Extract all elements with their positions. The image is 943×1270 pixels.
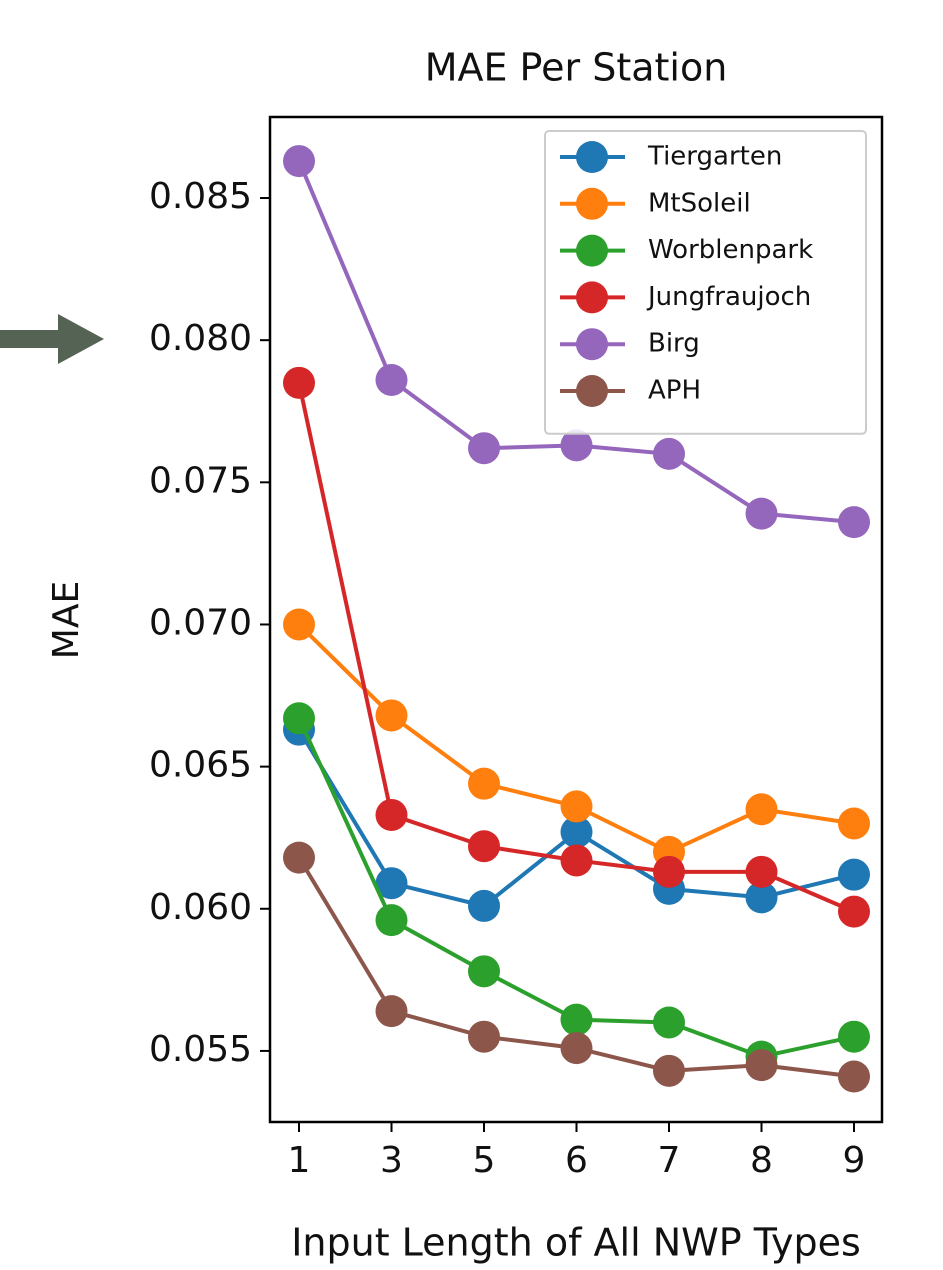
legend-label: Birg [648,329,700,359]
data-point [745,793,778,826]
data-point [745,1049,778,1082]
data-point [283,608,315,641]
y-tick-label: 0.085 [149,176,252,217]
data-point [838,807,870,840]
data-point [375,798,408,831]
legend-label: Worblenpark [648,235,813,265]
pointer-arrow [0,314,104,364]
data-point [560,790,593,823]
data-point [468,955,500,988]
legend-label: MtSoleil [648,188,751,218]
data-point [375,867,408,900]
legend-box [544,130,867,435]
data-point [653,1054,685,1087]
legend-marker [576,375,608,407]
data-point [468,1020,500,1053]
data-point [283,841,315,874]
y-tick-label: 0.070 [149,602,252,643]
data-point [560,844,593,877]
legend-label: APH [648,376,701,406]
x-tick-label: 8 [750,1140,773,1181]
data-point [375,363,408,396]
y-tick-label: 0.060 [149,887,252,928]
data-point [468,767,500,800]
x-tick-label: 9 [843,1140,866,1181]
data-point [283,145,315,178]
data-point [468,830,500,863]
data-point [838,858,870,891]
data-point [745,881,778,914]
data-point [745,855,778,888]
data-point [560,1032,593,1065]
legend-marker [576,281,608,314]
data-point [468,432,500,465]
data-point [838,506,870,539]
x-tick-label: 5 [473,1140,496,1181]
y-tick-label: 0.075 [149,460,252,501]
y-tick-label: 0.080 [149,318,252,359]
data-point [838,1060,870,1093]
data-point [468,889,500,922]
x-tick-label: 6 [565,1140,588,1181]
data-point [375,904,408,937]
y-axis-label: MAE [46,581,87,659]
data-point [283,366,315,399]
legend-marker [576,187,608,220]
chart-title: MAE Per Station [425,46,728,90]
data-point [745,497,778,530]
y-tick-label: 0.065 [149,745,252,786]
y-tick-label: 0.055 [149,1029,252,1070]
data-point [653,437,685,470]
legend-label: Jungfraujoch [646,282,811,312]
data-point [375,995,408,1028]
legend-marker [576,234,608,267]
data-point [653,1006,685,1039]
x-tick-label: 1 [288,1140,311,1181]
legend-label: Tiergarten [647,142,782,172]
data-point [838,1020,870,1053]
data-point [560,816,593,849]
data-point [653,855,685,888]
x-tick-label: 3 [380,1140,403,1181]
data-point [375,699,408,732]
legend-marker [576,328,608,361]
x-axis-label: Input Length of All NWP Types [291,1221,861,1265]
data-point [283,702,315,735]
x-tick-label: 7 [658,1140,681,1181]
data-point [560,1003,593,1036]
plot-frame [268,115,884,1124]
legend-marker [576,141,608,173]
data-point [560,429,593,462]
legend: Tiergarten MtSoleil Worblenpark Jungfraujoc… [544,130,867,435]
data-point [838,895,870,928]
